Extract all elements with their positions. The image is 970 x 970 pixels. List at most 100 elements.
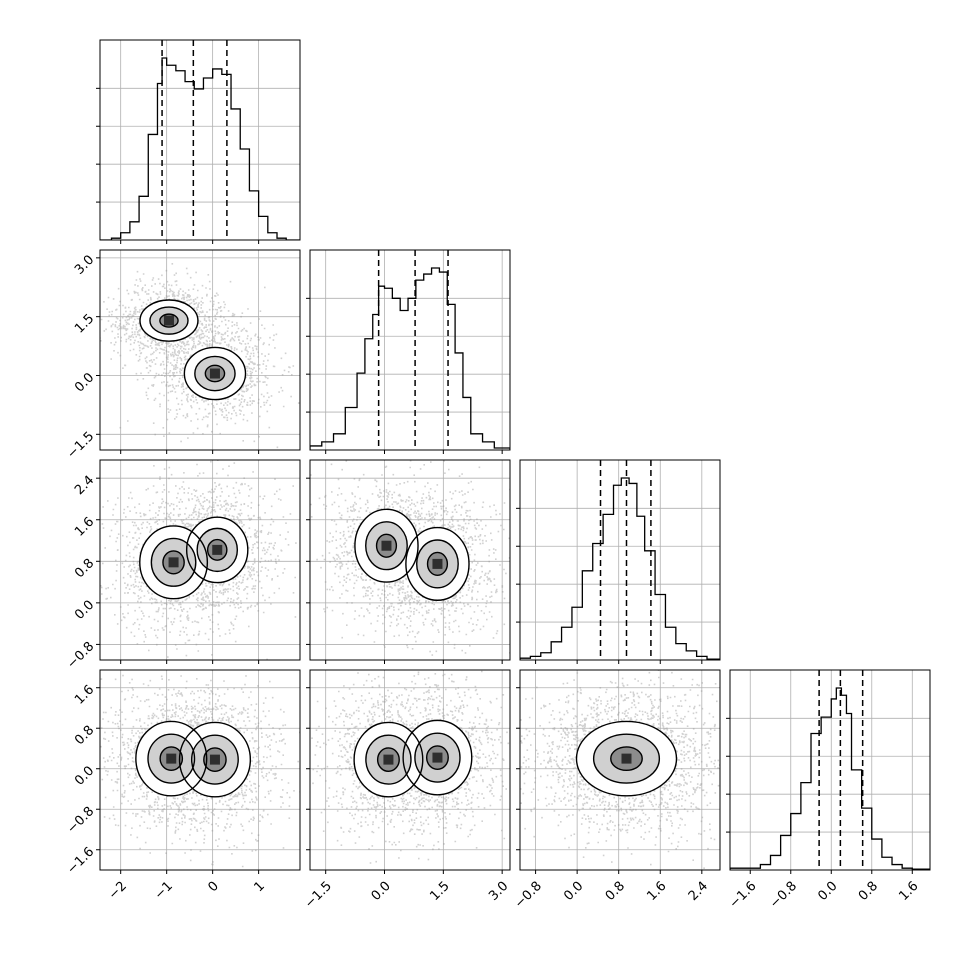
y-tick-label: −0.8 (64, 639, 97, 672)
x-tick-label: 0.0 (815, 879, 840, 904)
panel-frame (99, 249, 301, 451)
x-tick-label: −1.6 (727, 879, 760, 912)
y-tick-label: 1.6 (72, 514, 97, 539)
panel-frame (729, 669, 931, 871)
y-tick-label: −0.8 (64, 804, 97, 837)
contour-line-2 (162, 550, 185, 575)
histogram-3 (730, 687, 930, 870)
density-1-3 (311, 670, 510, 870)
y-tick-label: 3.0 (72, 253, 97, 278)
density-peak (168, 557, 179, 568)
contour-line-2 (203, 747, 227, 773)
contour-line-1 (194, 355, 236, 392)
scatter-panel-1-2 (306, 459, 511, 664)
panel-frame (519, 459, 721, 661)
density-peak (166, 753, 177, 764)
contour-line-0 (183, 346, 247, 401)
contour-line-0 (135, 720, 208, 797)
x-tick-label: −1.5 (302, 879, 335, 912)
y-tick-label: 0.0 (72, 763, 97, 788)
density-0-2 (100, 460, 297, 660)
contour-line-1 (149, 306, 189, 335)
x-tick-label: −0.8 (512, 879, 545, 912)
contour-line-0 (139, 299, 199, 342)
contour-line-2 (206, 538, 228, 561)
density-2-3 (520, 670, 720, 869)
y-tick-label: 0.8 (72, 723, 97, 748)
contour-line-1 (147, 733, 196, 784)
y-tick-label: 1.6 (72, 682, 97, 707)
contour-line-0 (402, 719, 473, 796)
density-peak (212, 544, 223, 555)
contour-line-2 (376, 747, 400, 773)
x-tick-label: 0.8 (856, 879, 881, 904)
contour-line-1 (365, 734, 412, 785)
contour-line-0 (178, 721, 252, 798)
histogram-1 (310, 267, 510, 450)
scatter-panel-0-3: −1.6 −0.8 0.0 0.8 1.6 −2 −1 0 1 (64, 669, 301, 903)
density-peak (209, 368, 220, 379)
histogram-0 (100, 57, 300, 240)
y-tick-label: 2.4 (72, 473, 97, 498)
contour-line-2 (159, 313, 179, 328)
contour-line-1 (416, 539, 459, 589)
contour-line-1 (150, 537, 197, 587)
contour-line-0 (354, 508, 419, 583)
y-tick-label: 0.0 (72, 598, 97, 623)
x-tick-label: 0 (205, 879, 221, 895)
contour-line-1 (196, 527, 239, 573)
panel-frame (99, 459, 301, 661)
x-tick-label: 0.0 (561, 879, 586, 904)
density-peak (432, 752, 443, 763)
x-tick-label: 1.6 (896, 879, 921, 904)
contour-line-2 (375, 533, 398, 558)
density-peak (432, 558, 443, 569)
y-tick-label: −1.6 (64, 844, 97, 877)
contour-line-2 (426, 551, 449, 577)
contour-line-0 (353, 721, 424, 798)
hist-panel-0 (96, 39, 301, 244)
panel-frame (99, 669, 301, 871)
contour-line-2 (425, 745, 449, 770)
density-0-3 (100, 670, 300, 868)
scatter-panel-2-3: −0.8 0.0 0.8 1.6 2.4 (512, 669, 721, 912)
x-tick-label: 1.5 (427, 879, 452, 904)
panel-frame (309, 669, 511, 871)
scatter-points (100, 460, 297, 660)
contour-line-2 (204, 364, 226, 383)
x-tick-label: 2.4 (686, 879, 711, 904)
contour-line-1 (190, 734, 239, 785)
density-1-2 (310, 460, 510, 656)
density-peak (209, 754, 220, 765)
hist-panel-3: −1.6 −0.8 0.0 0.8 1.6 (726, 669, 931, 912)
contour-line-1 (414, 732, 461, 783)
density-peak (383, 754, 394, 765)
y-tick-label: 0.0 (72, 370, 97, 395)
x-tick-label: −0.8 (767, 879, 800, 912)
y-tick-label: 1.5 (72, 311, 97, 336)
contour-line-0 (575, 720, 678, 797)
density-peak (621, 753, 632, 764)
panel-frame (99, 39, 301, 241)
hist-panel-1 (306, 249, 511, 454)
x-tick-label: −1 (152, 879, 176, 903)
contour-line-1 (365, 521, 408, 571)
panel-frame (519, 669, 721, 871)
x-tick-label: 0.8 (603, 879, 628, 904)
contour-line-0 (139, 525, 209, 600)
x-tick-label: −2 (106, 879, 130, 903)
density-peak (163, 315, 174, 326)
scatter-panel-0-1: −1.5 0.0 1.5 3.0 (64, 249, 301, 462)
x-tick-label: 1.6 (644, 879, 669, 904)
contour-line-2 (159, 746, 184, 772)
x-tick-label: 0.0 (369, 879, 394, 904)
x-tick-label: 3.0 (486, 879, 511, 904)
y-tick-label: −1.5 (64, 429, 97, 462)
histogram-2 (520, 477, 720, 660)
density-peak (381, 540, 392, 551)
contour-line-1 (592, 733, 661, 784)
density-0-1 (100, 263, 300, 450)
scatter-points (310, 460, 510, 656)
x-tick-label: 1 (251, 879, 267, 895)
